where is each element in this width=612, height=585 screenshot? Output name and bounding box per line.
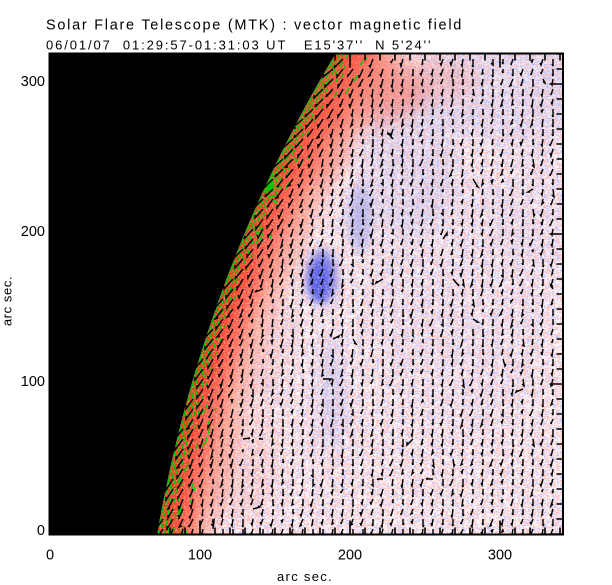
svg-text:200: 200 (21, 224, 45, 240)
svg-text:arc sec.: arc sec. (277, 569, 333, 584)
svg-text:0: 0 (37, 523, 45, 539)
svg-text:06/01/07 01:29:57-01:31:03 UT: 06/01/07 01:29:57-01:31:03 UT E15'37'' N… (46, 38, 432, 53)
svg-text:200: 200 (338, 548, 362, 564)
svg-text:arc sec.: arc sec. (0, 276, 15, 326)
svg-text:300: 300 (488, 548, 512, 564)
svg-text:100: 100 (21, 374, 45, 390)
svg-text:300: 300 (21, 74, 45, 90)
svg-text:Solar Flare Telescope (MTK) :: Solar Flare Telescope (MTK) : vector mag… (46, 18, 463, 34)
svg-text:100: 100 (188, 548, 212, 564)
svg-text:0: 0 (46, 548, 54, 564)
